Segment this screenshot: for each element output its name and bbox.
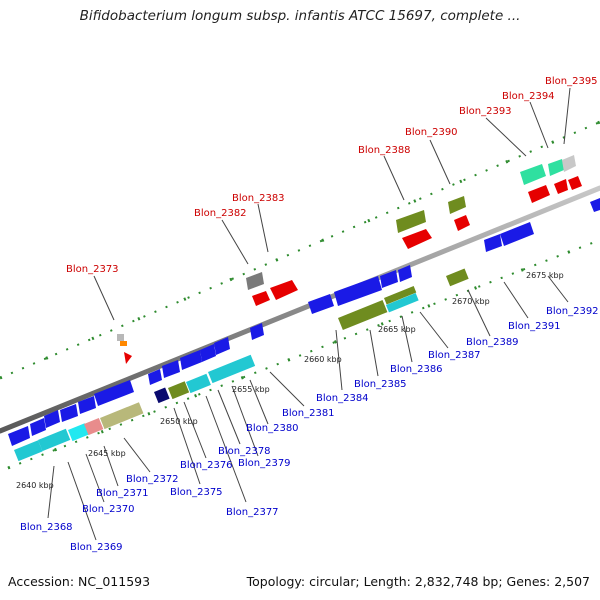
gene-label-blon-2370[interactable]: Blon_2370 <box>82 504 135 515</box>
gene-box-r4[interactable] <box>60 404 78 422</box>
gene-box-2373a[interactable] <box>117 334 124 341</box>
gene-label-blon-2369[interactable]: Blon_2369 <box>70 542 123 553</box>
gene-label-blon-2371[interactable]: Blon_2371 <box>96 488 149 499</box>
gene-box-c5[interactable] <box>100 402 144 430</box>
reverse-strand <box>8 198 600 462</box>
gene-label-blon-2375[interactable]: Blon_2375 <box>170 487 223 498</box>
kbp-2655: 2655 kbp <box>232 385 270 394</box>
gene-box-o4[interactable] <box>446 268 469 287</box>
kbp-2660: 2660 kbp <box>304 355 342 364</box>
kbp-2645: 2645 kbp <box>88 449 126 458</box>
gene-box-o2[interactable] <box>338 300 388 331</box>
kbp-2640: 2640 kbp <box>16 481 54 490</box>
gene-box-2388b[interactable] <box>402 229 432 249</box>
gene-box-r16[interactable] <box>398 265 412 282</box>
kbp-2675: 2675 kbp <box>526 271 564 280</box>
gene-label-blon-2379[interactable]: Blon_2379 <box>238 458 291 469</box>
gene-box-r14[interactable] <box>334 276 382 306</box>
gene-box-c7[interactable] <box>208 354 256 384</box>
gene-box-r6[interactable] <box>94 380 134 406</box>
kbp-2670: 2670 kbp <box>452 297 490 306</box>
reverse-leaders <box>47 275 569 541</box>
gene-label-blon-2392[interactable]: Blon_2392 <box>546 306 599 317</box>
gene-box-2388a[interactable] <box>396 210 426 233</box>
gene-label-blon-2384[interactable]: Blon_2384 <box>316 393 369 404</box>
gene-label-blon-2383[interactable]: Blon_2383 <box>232 193 285 204</box>
gene-label-blon-2378[interactable]: Blon_2378 <box>218 446 271 457</box>
gene-box-2373c[interactable] <box>124 352 132 364</box>
gene-box-c4[interactable] <box>84 418 104 436</box>
gene-label-blon-2385[interactable]: Blon_2385 <box>354 379 407 390</box>
kbp-2650: 2650 kbp <box>160 417 198 426</box>
gene-label-blon-2372[interactable]: Blon_2372 <box>126 474 179 485</box>
gene-box-r5[interactable] <box>78 396 96 414</box>
gene-label-blon-2368[interactable]: Blon_2368 <box>20 522 73 533</box>
gene-label-blon-2394[interactable]: Blon_2394 <box>502 91 555 102</box>
outer-reverse-ticks <box>7 239 600 469</box>
kbp-2665: 2665 kbp <box>378 325 416 334</box>
gene-box-r12[interactable] <box>250 323 264 340</box>
gene-box-2382[interactable] <box>246 272 264 290</box>
gene-box-2383[interactable] <box>270 280 298 300</box>
gene-label-blon-2389[interactable]: Blon_2389 <box>466 337 519 348</box>
gene-label-blon-2395[interactable]: Blon_2395 <box>545 76 598 87</box>
gene-label-blon-2390[interactable]: Blon_2390 <box>405 127 458 138</box>
gene-box-r1[interactable] <box>8 426 30 446</box>
gene-box-2390a[interactable] <box>448 196 466 214</box>
gene-label-blon-2382[interactable]: Blon_2382 <box>194 208 247 219</box>
genome-backbone <box>0 185 600 434</box>
gene-box-n1[interactable] <box>154 387 170 404</box>
gene-box-r15[interactable] <box>380 270 398 288</box>
gene-label-blon-2376[interactable]: Blon_2376 <box>180 460 233 471</box>
gene-box-2393b[interactable] <box>528 185 550 203</box>
gene-label-blon-2380[interactable]: Blon_2380 <box>246 423 299 434</box>
gene-box-r10[interactable] <box>200 344 216 362</box>
gene-box-2390b[interactable] <box>454 215 470 231</box>
gene-label-blon-2391[interactable]: Blon_2391 <box>508 321 561 332</box>
gene-box-c1[interactable] <box>14 440 43 462</box>
gene-box-r11[interactable] <box>214 337 230 355</box>
gene-box-r7[interactable] <box>148 369 162 385</box>
gene-box-r19[interactable] <box>590 198 600 212</box>
gene-label-blon-2381[interactable]: Blon_2381 <box>282 408 335 419</box>
gene-box-c6[interactable] <box>186 373 211 394</box>
gene-box-c3[interactable] <box>68 423 90 442</box>
gene-label-blon-2377[interactable]: Blon_2377 <box>226 507 279 518</box>
gene-label-blon-2387[interactable]: Blon_2387 <box>428 350 481 361</box>
map-title: Bifidobacterium longum subsp. infantis A… <box>79 8 521 24</box>
gene-box-2394[interactable] <box>548 159 564 176</box>
gene-box-r9[interactable] <box>180 350 202 370</box>
gene-box-o1[interactable] <box>168 381 190 400</box>
gene-box-c2[interactable] <box>38 428 71 452</box>
gene-box-2393[interactable] <box>520 164 546 185</box>
gene-box-r13[interactable] <box>308 294 334 314</box>
gene-box-c8[interactable] <box>386 293 419 313</box>
accession-label: Accession: NC_011593 <box>8 574 151 589</box>
gene-box-r3[interactable] <box>44 410 60 428</box>
gene-label-blon-2386[interactable]: Blon_2386 <box>390 364 443 375</box>
gene-box-2395[interactable] <box>562 155 576 172</box>
forward-leaders <box>93 87 571 321</box>
forward-strand <box>117 155 582 364</box>
gene-box-2394b[interactable] <box>554 179 568 194</box>
outer-forward-ticks <box>0 121 600 379</box>
gene-label-blon-2388[interactable]: Blon_2388 <box>358 145 411 156</box>
gene-box-r8[interactable] <box>162 360 180 378</box>
gene-box-r17[interactable] <box>484 234 502 252</box>
gene-box-r2[interactable] <box>30 418 46 436</box>
gene-box-o3[interactable] <box>384 286 417 305</box>
gene-box-2395b[interactable] <box>568 176 582 190</box>
gene-label-blon-2393[interactable]: Blon_2393 <box>459 106 512 117</box>
gene-label-blon-2373[interactable]: Blon_2373 <box>66 264 119 275</box>
gene-box-2373b[interactable] <box>120 341 127 346</box>
gene-box-2382b[interactable] <box>252 291 270 306</box>
genome-summary: Topology: circular; Length: 2,832,748 bp… <box>246 574 590 589</box>
gene-box-r18[interactable] <box>500 222 534 246</box>
